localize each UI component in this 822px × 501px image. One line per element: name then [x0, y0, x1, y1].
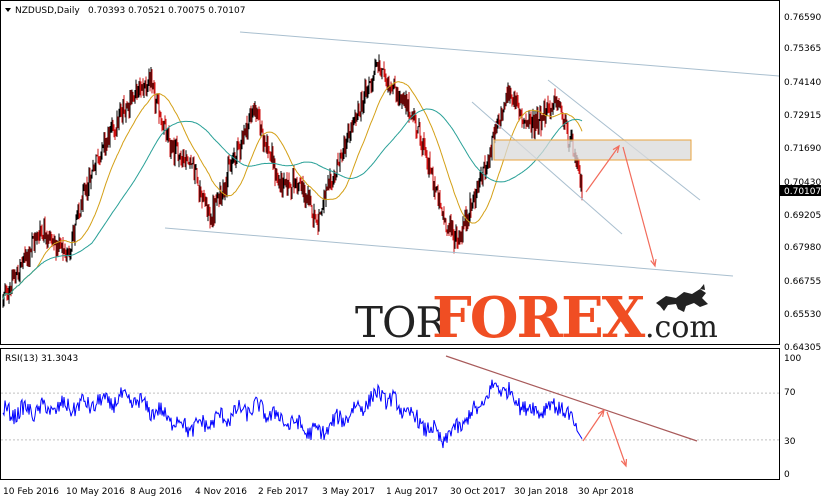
price-tick: 0.76590	[784, 13, 821, 23]
date-tick: 10 Feb 2016	[3, 487, 59, 497]
rsi-tick: 100	[784, 354, 801, 364]
torforex-watermark: TOR FOREX .com	[355, 284, 718, 351]
watermark-tor: TOR	[355, 298, 448, 347]
symbol-label: NZDUSD,Daily	[15, 6, 80, 16]
price-axis: 0.76590 0.75365 0.74140 0.72915 0.71690 …	[784, 13, 821, 353]
forecast-arrow-down-head	[650, 258, 657, 268]
price-tick: 0.64305	[784, 343, 821, 353]
rsi-forecast-arrow-down-head	[620, 458, 628, 468]
rsi-tick: 70	[784, 388, 796, 398]
date-tick: 30 Apr 2018	[578, 487, 634, 497]
price-tick: 0.69205	[784, 211, 821, 221]
rsi-plot	[1, 355, 779, 468]
moving-average-slow	[2, 108, 583, 300]
symbol-header: NZDUSD,Daily 0.70393 0.70521 0.70075 0.7…	[5, 6, 245, 16]
price-tick: 0.67980	[784, 243, 821, 253]
price-tick: 0.66755	[784, 277, 821, 287]
rsi-forecast-arrow-up	[582, 409, 605, 442]
rsi-line	[2, 379, 583, 449]
rsi-tick: 0	[784, 470, 790, 480]
forecast-arrow-up	[585, 145, 620, 193]
price-tick: 0.75365	[784, 44, 821, 54]
lower-channel-line	[164, 227, 734, 277]
date-axis: 10 Feb 2016 10 May 2016 8 Aug 2016 4 Nov…	[3, 487, 634, 497]
forecast-arrow-down	[622, 146, 656, 267]
date-tick: 4 Nov 2016	[195, 487, 247, 497]
rsi-trendline	[445, 355, 698, 442]
watermark-com: .com	[645, 310, 718, 345]
current-price-marker: 0.70107	[780, 185, 821, 197]
price-tick: 0.74140	[784, 78, 821, 88]
rsi-forecast-arrow-down	[606, 411, 627, 467]
rsi-forecast-arrow-up-head	[597, 408, 605, 417]
main-price-panel[interactable]	[0, 0, 780, 345]
ohlc-values: 0.70393 0.70521 0.70075 0.70107	[88, 6, 245, 16]
date-tick: 30 Jan 2018	[514, 487, 568, 497]
forecast-arrow-up-head	[612, 144, 620, 153]
price-tick: 0.70430	[784, 178, 821, 188]
rsi-panel[interactable]	[0, 348, 780, 480]
date-tick: 10 May 2016	[66, 487, 125, 497]
current-price-label: 0.70107	[784, 187, 821, 197]
rsi-label: RSI(13) 31.3043	[5, 354, 78, 364]
rsi-tick: 30	[784, 437, 796, 447]
date-tick: 30 Oct 2017	[450, 487, 506, 497]
bull-icon	[656, 284, 708, 312]
watermark-forex: FOREX	[432, 285, 646, 351]
date-tick: 8 Aug 2016	[130, 487, 182, 497]
date-tick: 3 May 2017	[322, 487, 375, 497]
price-tick: 0.65530	[784, 310, 821, 320]
collapse-triangle-icon[interactable]	[5, 8, 11, 12]
rsi-axis: 100 70 30 0	[784, 354, 801, 480]
local-channel-lower	[471, 101, 623, 235]
price-tick: 0.71690	[784, 144, 821, 154]
moving-average-fast	[2, 81, 583, 300]
resistance-zone	[493, 139, 692, 161]
price-tick: 0.72915	[784, 111, 821, 121]
upper-channel-line	[239, 31, 780, 77]
date-tick: 1 Aug 2017	[386, 487, 438, 497]
price-plot	[2, 31, 780, 308]
date-tick: 2 Feb 2017	[258, 487, 308, 497]
